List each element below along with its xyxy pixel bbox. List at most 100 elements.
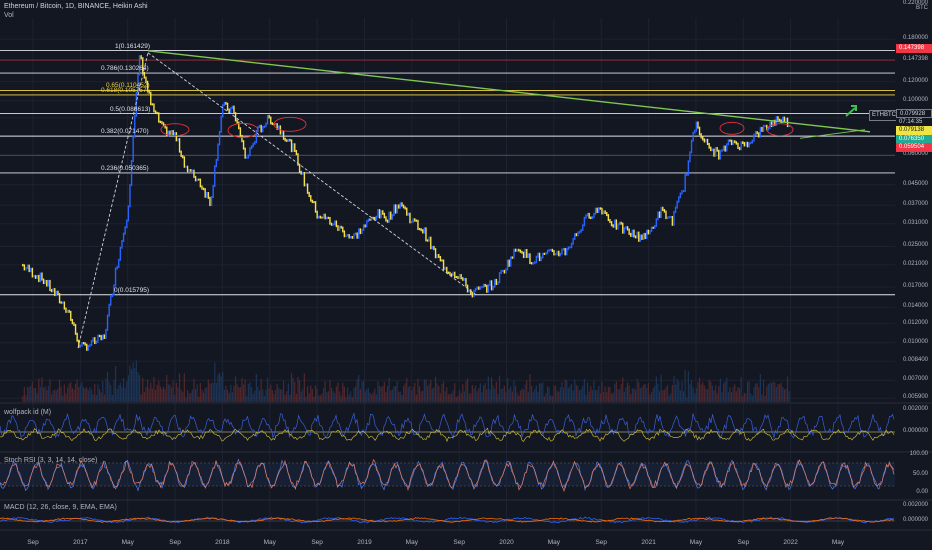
highlight-ellipse <box>160 123 190 137</box>
volume-bar <box>257 387 259 402</box>
volume-bar <box>716 393 718 402</box>
volume-bar <box>590 386 592 402</box>
volume-bar <box>626 382 629 402</box>
volume-bar <box>321 393 323 402</box>
macd-label[interactable]: MACD (12, 26, close, 9, EMA, EMA) <box>4 504 117 511</box>
volume-bar <box>79 384 81 402</box>
volume-bar <box>377 381 379 402</box>
volume-bar <box>567 388 569 402</box>
volume-bar <box>202 392 205 402</box>
volume-bar <box>78 387 80 402</box>
dashed-projection <box>77 52 149 349</box>
volume-bar <box>324 381 326 402</box>
volume-bar <box>487 376 489 402</box>
support-line <box>799 129 866 139</box>
volume-bar <box>449 394 451 402</box>
time-axis-label: May <box>405 539 418 546</box>
volume-bar <box>284 394 286 402</box>
volume-bar <box>593 380 595 402</box>
volume-bar <box>385 392 387 402</box>
volume-bar <box>532 391 534 402</box>
volume-bar <box>738 388 741 402</box>
volume-bar <box>111 394 113 402</box>
volume-bar <box>314 385 317 402</box>
volume-bar <box>175 382 177 402</box>
volume-bar <box>98 389 101 402</box>
volume-bar <box>663 389 665 402</box>
volume-bar <box>310 385 312 402</box>
volume-bar <box>404 383 406 402</box>
volume-bar <box>775 387 777 402</box>
volume-bar <box>238 387 240 402</box>
wolfpack-label[interactable]: wolfpack id (M) <box>4 409 52 416</box>
volume-bar <box>23 386 25 402</box>
volume-bar <box>375 394 377 402</box>
volume-bar <box>737 387 739 402</box>
volume-bar <box>170 387 173 402</box>
green-price-tag: 0.076350 <box>896 134 932 143</box>
volume-bar <box>337 382 339 402</box>
volume-bar <box>199 382 201 402</box>
volume-bar <box>129 365 131 402</box>
volume-bar <box>100 392 102 402</box>
volume-bar <box>22 395 24 402</box>
volume-bar <box>193 378 195 402</box>
volume-bar <box>527 391 529 402</box>
volume-bar <box>370 394 373 402</box>
volume-bar <box>706 389 709 402</box>
volume-bar <box>630 394 632 402</box>
volume-bar <box>620 384 622 402</box>
volume-bar <box>33 388 35 402</box>
volume-bar <box>250 387 253 402</box>
volume-bar <box>126 381 128 402</box>
price-axis-tick: 0.007000 <box>902 376 928 383</box>
volume-bar <box>322 388 325 402</box>
volume-bar <box>602 392 605 402</box>
volume-bar <box>778 384 781 402</box>
volume-bar <box>420 391 422 402</box>
volume-bar <box>407 386 409 402</box>
price-tag-red-top: 0.147398 <box>896 44 932 53</box>
volume-bar <box>482 385 485 402</box>
volume-bar <box>164 389 166 402</box>
volume-bar <box>380 387 382 402</box>
volume-bar <box>180 389 182 402</box>
volume-bar <box>234 376 237 402</box>
fib-level-label: 1(0.161429) <box>115 42 151 50</box>
volume-bar <box>514 385 517 402</box>
volume-bar <box>516 392 518 402</box>
symbol-tag: ETHBTC <box>869 110 899 121</box>
volume-bar <box>28 387 30 402</box>
time-axis-label: May <box>689 539 703 546</box>
volume-bar <box>748 381 750 402</box>
volume-bar <box>194 388 197 402</box>
volume-bar <box>556 390 558 402</box>
volume-bar <box>750 393 752 402</box>
volume-bar <box>551 396 553 402</box>
volume-bar <box>526 380 528 402</box>
volume-bar <box>428 383 430 402</box>
volume-bar <box>209 383 211 402</box>
volume-bar <box>494 388 496 402</box>
volume-bar <box>97 384 99 402</box>
volume-bar <box>343 386 345 402</box>
volume-bar <box>26 386 29 402</box>
volume-bar <box>650 392 653 402</box>
volume-bar <box>34 387 37 402</box>
volume-bar <box>502 388 504 402</box>
volume-bar <box>303 373 305 402</box>
volume-bar <box>474 385 477 402</box>
volume-bar <box>580 389 582 402</box>
volume-bar <box>342 382 344 402</box>
stoch-rsi-label[interactable]: Stoch RSI (3, 3, 14, 14, close) <box>4 457 98 464</box>
volume-bar <box>255 373 257 402</box>
volume-bar <box>682 391 685 402</box>
price-tag-stack: 0.079928 07:14:35 0.079138 0.076350 0.05… <box>896 109 932 152</box>
volume-bar <box>391 389 393 402</box>
volume-bar <box>617 388 619 402</box>
volume-bar <box>489 389 491 402</box>
fib-level-label: 0.786(0.130264) <box>101 65 149 73</box>
volume-bar <box>228 392 230 402</box>
pane-axis-tick: 0.000000 <box>902 517 928 523</box>
